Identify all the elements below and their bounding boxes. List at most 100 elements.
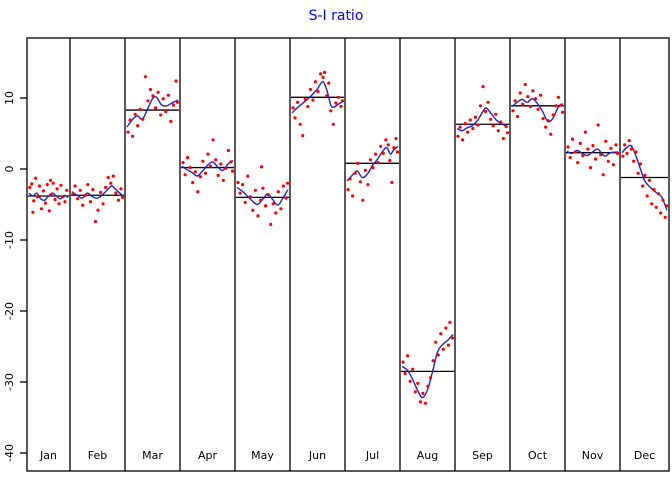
data-point: [166, 93, 170, 97]
data-point: [37, 184, 42, 188]
data-point: [361, 198, 365, 202]
month-label: Aug: [417, 449, 438, 462]
data-point: [159, 113, 163, 117]
smooth-line: [181, 159, 234, 177]
data-point: [169, 119, 173, 123]
data-point: [416, 381, 420, 385]
plot-box: [26, 37, 670, 472]
data-point: [541, 117, 545, 121]
data-point: [511, 109, 515, 113]
data-point: [211, 138, 215, 142]
data-point: [591, 144, 595, 148]
data-point: [521, 102, 525, 106]
data-point: [518, 91, 522, 95]
data-point: [576, 161, 580, 165]
data-point: [73, 184, 77, 188]
data-point: [358, 180, 362, 184]
data-point: [340, 99, 345, 103]
data-point: [403, 371, 407, 376]
data-point: [544, 125, 548, 129]
data-point: [609, 146, 613, 150]
data-point: [606, 159, 610, 163]
data-point: [625, 151, 629, 155]
data-point: [57, 202, 61, 206]
month-label: Dec: [634, 449, 655, 462]
data-point: [136, 124, 140, 128]
data-point: [32, 199, 36, 203]
data-point: [214, 158, 218, 162]
data-point: [126, 130, 130, 134]
data-point: [466, 130, 470, 134]
data-point: [331, 122, 335, 126]
data-point: [281, 184, 285, 188]
data-point: [253, 188, 257, 192]
data-point: [303, 97, 307, 101]
data-point: [156, 90, 160, 94]
data-point: [31, 210, 35, 214]
data-point: [327, 81, 331, 85]
data-point: [560, 110, 565, 114]
data-point: [226, 148, 230, 153]
data-point: [621, 154, 625, 158]
smooth-line: [401, 333, 454, 399]
data-point: [243, 200, 247, 204]
data-point: [221, 178, 225, 182]
data-point: [556, 95, 561, 99]
month-label: Oct: [528, 449, 548, 462]
data-point: [388, 158, 392, 163]
data-point: [188, 166, 192, 170]
data-point: [171, 103, 175, 107]
data-point: [48, 178, 53, 182]
data-point: [601, 173, 605, 177]
data-point: [47, 209, 51, 213]
data-point: [629, 147, 634, 151]
data-point: [229, 160, 233, 164]
data-point: [494, 112, 498, 116]
data-point: [193, 170, 197, 174]
data-point: [583, 130, 588, 134]
data-point: [401, 360, 405, 364]
data-point: [216, 173, 220, 177]
data-point: [198, 175, 202, 179]
data-point: [131, 134, 135, 138]
data-point: [456, 134, 460, 138]
data-point: [269, 222, 273, 226]
data-point: [411, 367, 415, 371]
data-point: [96, 208, 100, 212]
data-point: [181, 161, 185, 165]
y-tick-label: -40: [3, 444, 16, 462]
data-point: [573, 150, 577, 154]
data-point: [486, 100, 490, 104]
data-point: [99, 190, 103, 194]
data-point: [246, 174, 250, 178]
data-point: [276, 190, 280, 194]
smooth-line: [236, 186, 289, 206]
data-point: [392, 146, 396, 150]
data-point: [426, 384, 430, 388]
data-point: [154, 106, 158, 110]
data-point: [504, 124, 508, 128]
month-label: Jan: [39, 449, 57, 462]
data-point: [316, 90, 320, 94]
data-point: [30, 182, 34, 186]
data-point: [661, 198, 665, 202]
data-point: [45, 183, 49, 187]
data-point: [325, 94, 329, 98]
data-point: [623, 143, 627, 147]
data-point: [266, 193, 270, 197]
data-point: [571, 137, 575, 141]
data-point: [196, 190, 200, 194]
data-point: [448, 320, 452, 324]
data-point: [652, 188, 656, 192]
data-point: [478, 104, 483, 108]
data-point: [551, 113, 555, 117]
month-label: Jul: [365, 449, 379, 462]
data-point: [319, 72, 323, 76]
data-point: [311, 98, 315, 102]
data-point: [241, 183, 245, 187]
data-point: [111, 174, 115, 178]
data-point: [133, 112, 137, 116]
data-point: [523, 82, 527, 87]
data-point: [65, 188, 69, 192]
